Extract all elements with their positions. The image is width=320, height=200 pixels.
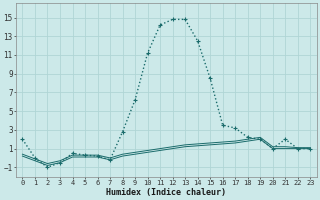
X-axis label: Humidex (Indice chaleur): Humidex (Indice chaleur) [106, 188, 226, 197]
